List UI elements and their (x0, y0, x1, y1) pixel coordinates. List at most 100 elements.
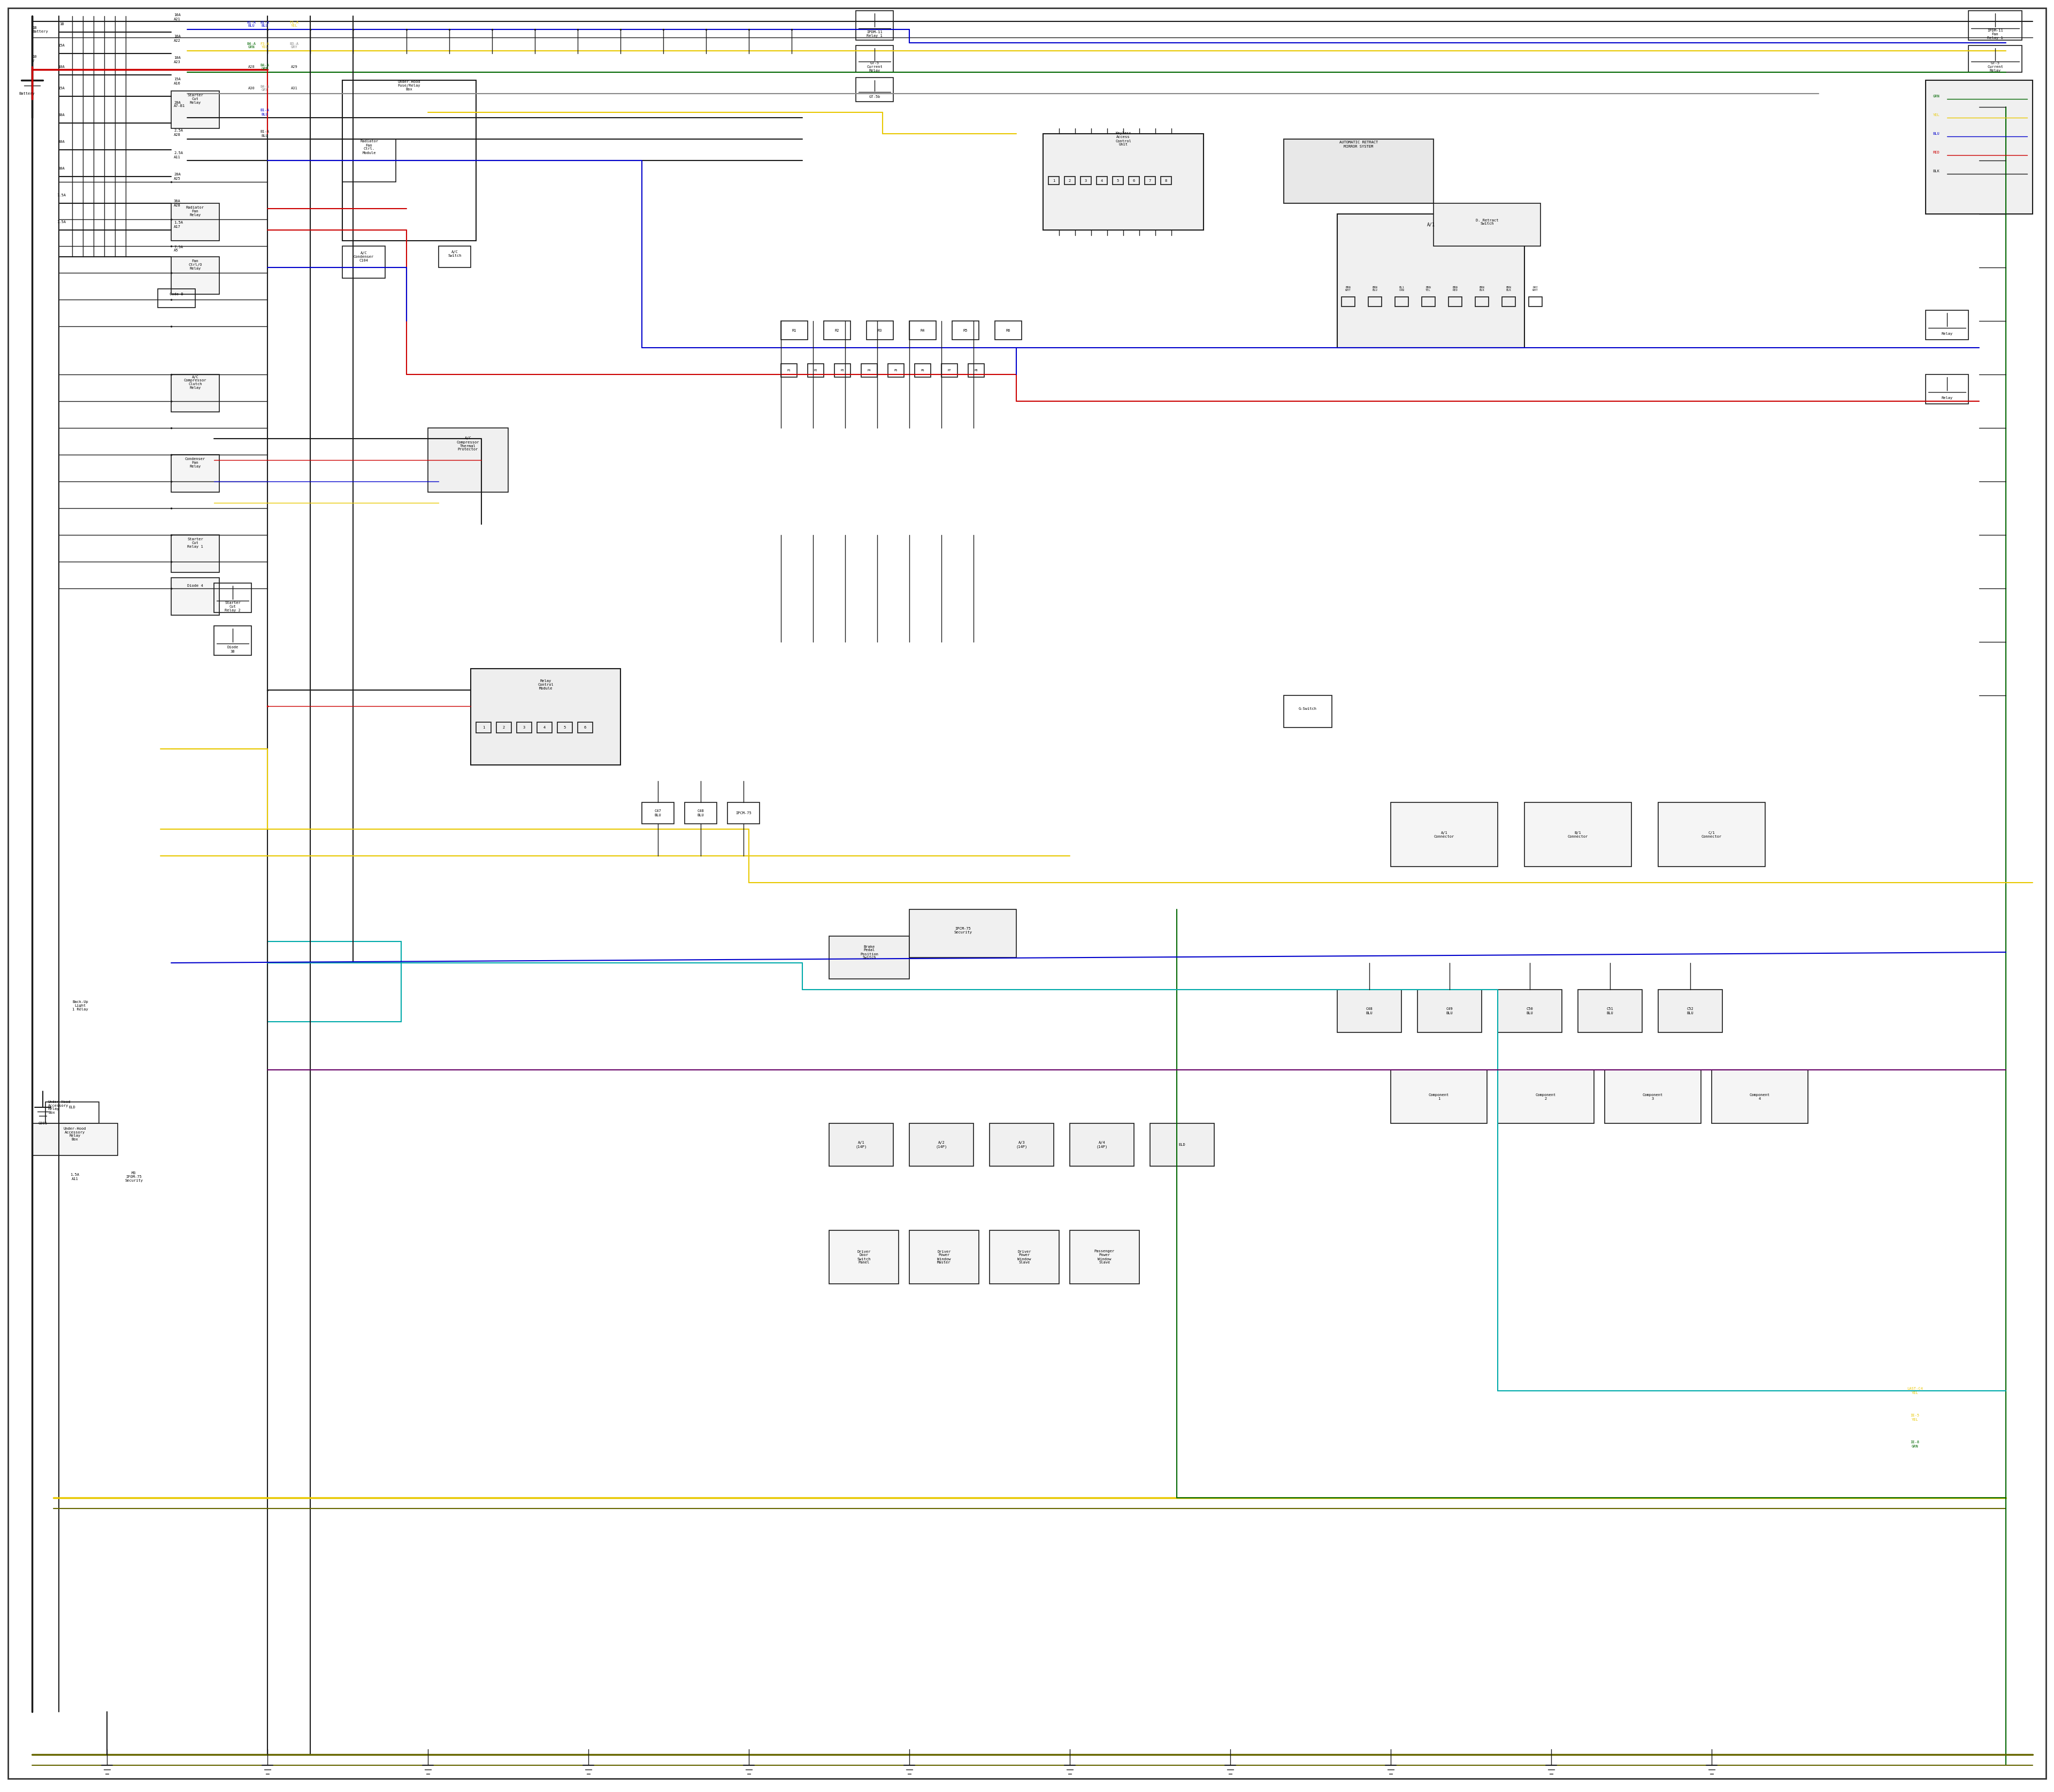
Text: R3: R3 (877, 330, 881, 332)
Bar (1391, 1070, 1487, 1124)
Text: B3-A
GRY: B3-A GRY (290, 41, 298, 48)
Bar (1968, 45, 2021, 72)
Bar (1337, 989, 1401, 1032)
Text: 30A: 30A (58, 167, 66, 170)
Text: G-Switch: G-Switch (1298, 708, 1317, 710)
Text: 2: 2 (503, 726, 505, 729)
Text: B1-A
BLU: B1-A BLU (261, 109, 269, 116)
Text: IPCM-75
Security: IPCM-75 Security (953, 926, 972, 934)
Text: IE-8
GRN: IE-8 GRN (1910, 1441, 1920, 1448)
Bar (1658, 989, 1723, 1032)
Bar (1341, 297, 1356, 306)
Text: 4: 4 (1101, 179, 1103, 183)
Bar (214, 625, 251, 656)
Bar (170, 536, 220, 572)
Text: R2: R2 (834, 330, 840, 332)
Text: 1: 1 (1052, 179, 1056, 183)
Bar (1927, 81, 2033, 213)
Text: 15A: 15A (58, 43, 66, 47)
Bar (427, 428, 507, 493)
Text: R5: R5 (963, 330, 967, 332)
Text: Passenger
Power
Window
Slave: Passenger Power Window Slave (1095, 1249, 1115, 1265)
Text: Component
3: Component 3 (1643, 1093, 1664, 1100)
Bar (857, 11, 893, 39)
Text: Battery: Battery (18, 91, 35, 95)
Text: BL1
CRN: BL1 CRN (1399, 287, 1405, 292)
Text: A/2
(14P): A/2 (14P) (937, 1142, 947, 1149)
Bar (1368, 297, 1382, 306)
Bar (1144, 177, 1154, 185)
Text: 40A: 40A (58, 140, 66, 143)
Text: 7.5A: 7.5A (58, 194, 66, 197)
Text: 5: 5 (1117, 179, 1119, 183)
Text: Starter
Cut
Relay: Starter Cut Relay (187, 93, 203, 104)
Text: P3: P3 (840, 369, 844, 371)
Text: A/C
Compressor
Thermal
Protector: A/C Compressor Thermal Protector (456, 437, 479, 452)
Bar (1161, 177, 1171, 185)
Text: C48
BLU: C48 BLU (696, 810, 705, 817)
Text: Under-Hood
Accessory
Relay
Box: Under-Hood Accessory Relay Box (47, 1100, 72, 1115)
Text: P8: P8 (974, 369, 978, 371)
Text: P5: P5 (893, 369, 898, 371)
Text: 10A
A23: 10A A23 (175, 56, 181, 63)
Bar (1421, 297, 1436, 306)
Bar (1968, 11, 2021, 39)
Text: 4: 4 (544, 726, 546, 729)
Bar (170, 577, 220, 615)
Text: Component
1: Component 1 (1430, 1093, 1450, 1100)
Text: Driver
Power
Window
Master: Driver Power Window Master (937, 1249, 951, 1265)
Bar (967, 364, 984, 376)
Bar (1048, 177, 1060, 185)
Text: ELD: ELD (68, 1106, 76, 1109)
Bar (343, 246, 386, 278)
Text: Component
4: Component 4 (1750, 1093, 1771, 1100)
Bar (1391, 803, 1497, 867)
Bar (477, 722, 491, 733)
Bar (910, 1231, 980, 1283)
Text: 7: 7 (1148, 179, 1150, 183)
Text: 6: 6 (1134, 179, 1136, 183)
Text: 1B
Battery: 1B Battery (33, 25, 47, 32)
Bar (1337, 213, 1524, 348)
Bar (470, 668, 620, 765)
Bar (1497, 1070, 1594, 1124)
Text: Code B: Code B (170, 292, 183, 296)
Text: 10
V: 10 V (33, 56, 37, 63)
Bar (343, 81, 477, 240)
Bar (857, 77, 893, 102)
Text: 16A
A21: 16A A21 (175, 14, 181, 20)
Text: C52
BLU: C52 BLU (1686, 1007, 1695, 1014)
Bar (170, 256, 220, 294)
Bar (1043, 134, 1204, 229)
Text: 16A
A22: 16A A22 (175, 36, 181, 41)
Text: P6: P6 (920, 369, 924, 371)
Text: GRN: GRN (1933, 95, 1939, 99)
Text: BLK: BLK (1933, 170, 1939, 172)
Bar (1528, 297, 1543, 306)
Text: 20A
A7-B1: 20A A7-B1 (175, 100, 185, 108)
Text: BRN
BLK: BRN BLK (1479, 287, 1485, 292)
Bar (781, 321, 807, 340)
Text: M3
IFOM-75
Security: M3 IFOM-75 Security (125, 1172, 144, 1183)
Bar (684, 803, 717, 824)
Bar (861, 364, 877, 376)
Text: P4: P4 (867, 369, 871, 371)
Bar (440, 246, 470, 267)
Text: 1.5A
A17: 1.5A A17 (175, 220, 183, 228)
Text: Relay: Relay (1941, 332, 1953, 335)
Text: Under-Hood
Accessory
Relay
Box: Under-Hood Accessory Relay Box (64, 1127, 86, 1142)
Text: P1: P1 (787, 369, 791, 371)
Text: C51
BLU: C51 BLU (1606, 1007, 1614, 1014)
Text: B1-A
BLU: B1-A BLU (246, 20, 257, 27)
Text: 7.5A
A5: 7.5A A5 (175, 246, 183, 253)
Text: 2.5A
A28: 2.5A A28 (175, 129, 183, 136)
Text: P2: P2 (813, 369, 817, 371)
Text: Starter
Cut
Relay 2: Starter Cut Relay 2 (224, 602, 240, 611)
Text: IPCM-75: IPCM-75 (735, 812, 752, 815)
Text: F1-A
YEL: F1-A YEL (290, 20, 298, 27)
Text: Diode 4: Diode 4 (187, 584, 203, 588)
Bar (536, 722, 553, 733)
Text: GT-5
Current
Relay: GT-5 Current Relay (1986, 61, 2003, 72)
Text: Brake
Pedal
Position
Switch: Brake Pedal Position Switch (861, 944, 879, 959)
Bar (1284, 140, 1434, 202)
